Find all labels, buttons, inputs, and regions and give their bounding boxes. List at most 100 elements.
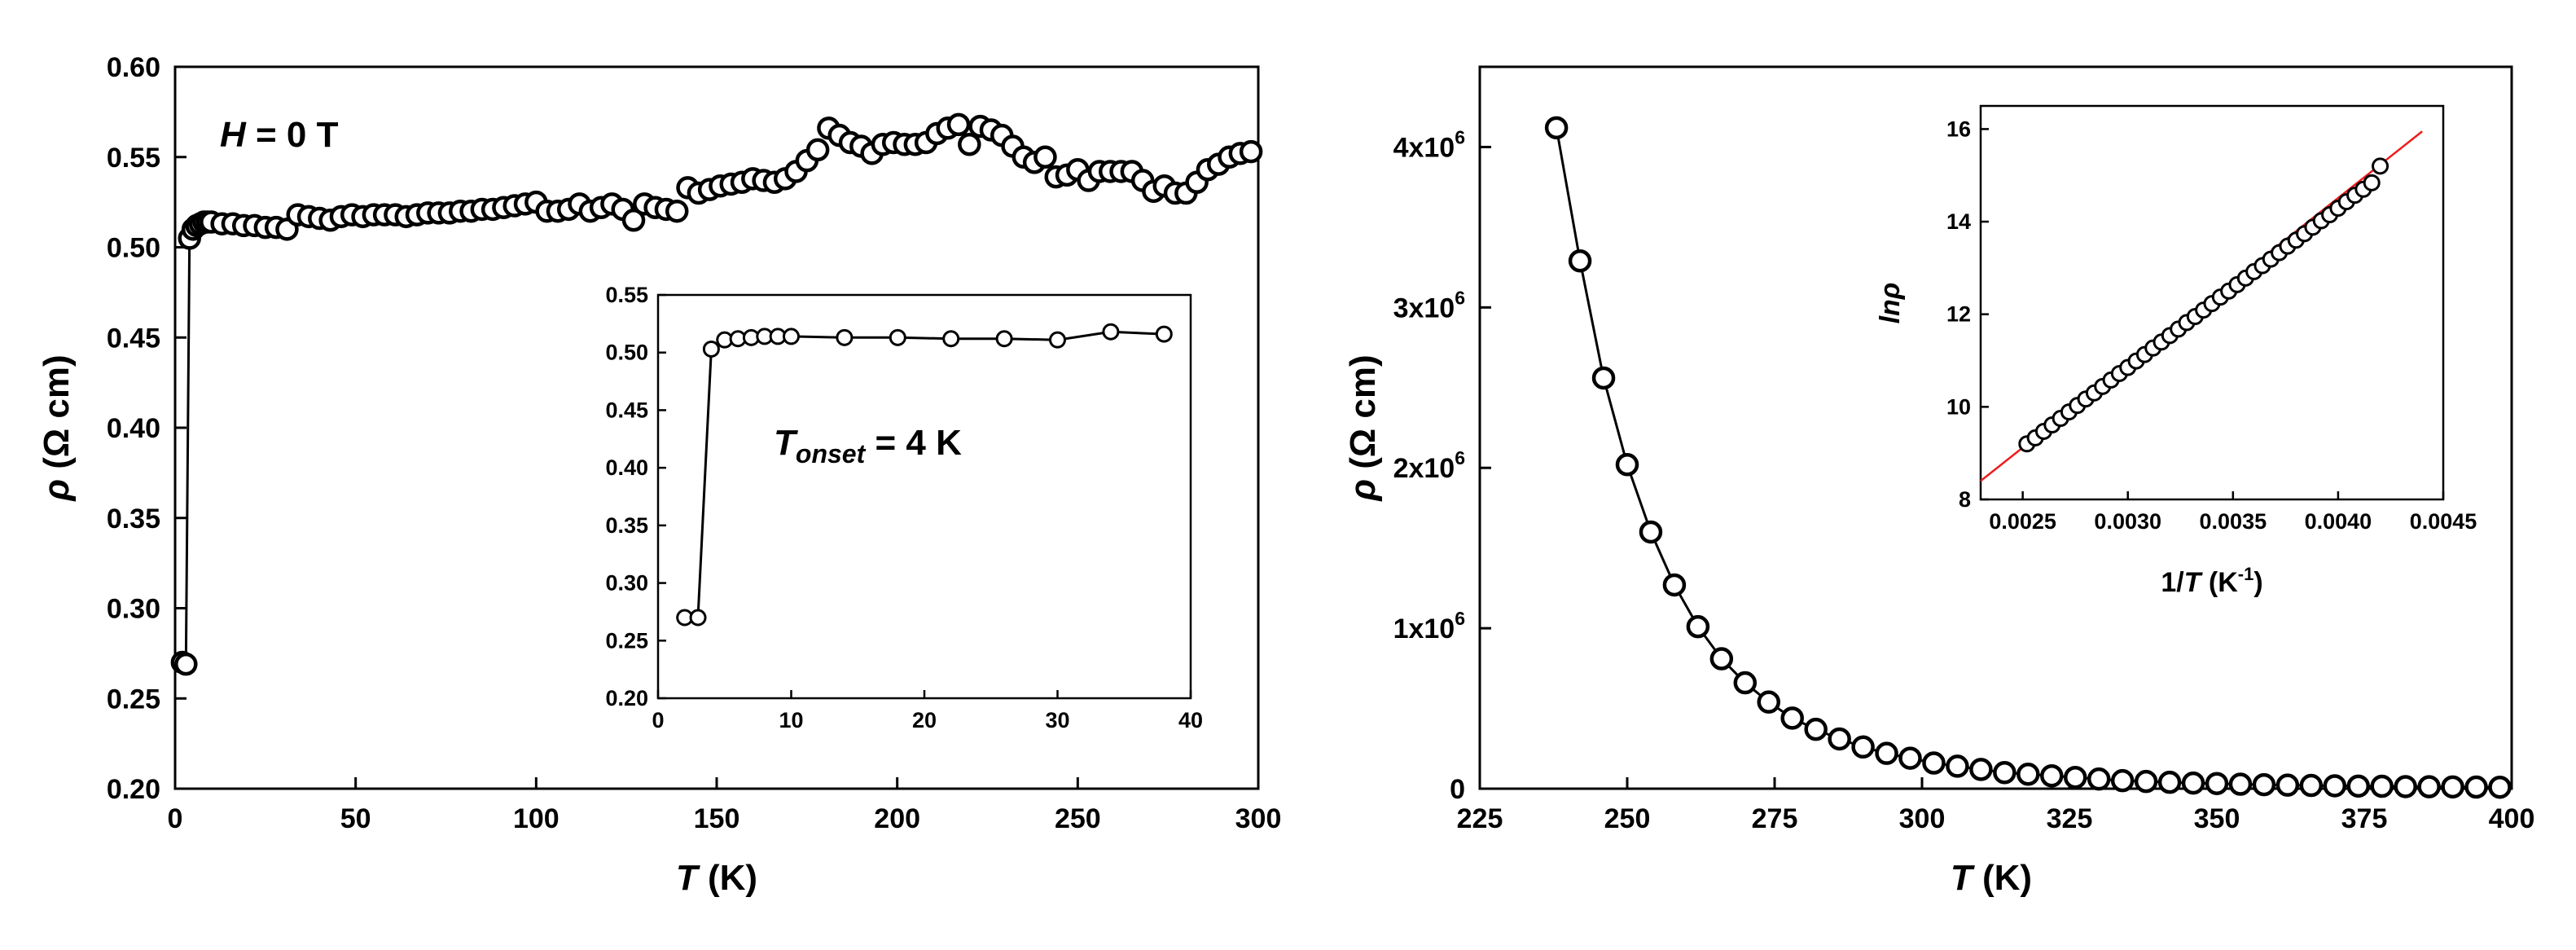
y-tick-label: 0.35 <box>107 504 160 534</box>
data-point <box>1804 717 1828 741</box>
y-tick-label: 0.40 <box>107 413 160 444</box>
y-tick-label: 0.20 <box>107 774 160 805</box>
field-annotation: H = 0 T <box>220 115 339 155</box>
data-point <box>1568 248 1592 273</box>
data-point <box>2488 775 2512 799</box>
x-tick-label: 325 <box>2047 803 2093 834</box>
data-point <box>2275 773 2300 797</box>
y-tick-label: 10 <box>1946 394 1971 419</box>
data-point <box>2134 769 2158 794</box>
right-y-axis-label: ρ (Ω cm) <box>1343 354 1383 502</box>
data-point <box>1686 614 1710 639</box>
data-point <box>2441 775 2464 799</box>
y-tick-label: 16 <box>1946 117 1971 141</box>
y-tick-label: 0.25 <box>107 684 160 715</box>
data-point <box>1780 706 1804 730</box>
data-point <box>1922 751 1946 775</box>
right-inset-frame <box>1979 104 2445 501</box>
data-point <box>1969 758 1993 781</box>
data-point <box>1591 366 1616 390</box>
data-point <box>1993 761 2016 785</box>
data-point <box>1851 735 1875 759</box>
x-tick-label: 20 <box>912 708 937 732</box>
left-inset-background <box>568 279 1203 739</box>
data-point <box>689 609 707 627</box>
y-tick-label: 2x106 <box>1393 447 1465 484</box>
data-point <box>1615 453 1639 477</box>
y-tick-label: 0.45 <box>107 323 160 354</box>
data-point <box>836 328 854 346</box>
data-point <box>1662 573 1687 597</box>
onset-annotation: Tonset = 4 K <box>774 423 962 468</box>
x-tick-label: 0.0030 <box>2094 509 2161 534</box>
y-tick-label: 4x106 <box>1393 126 1465 163</box>
data-point <box>2346 774 2371 798</box>
y-tick-label: 14 <box>1946 209 1971 234</box>
data-point <box>1875 741 1898 765</box>
data-point <box>2299 773 2324 798</box>
left-y-axis-label: ρ (Ω cm) <box>37 354 77 502</box>
y-tick-label: 0.35 <box>605 513 648 538</box>
x-tick-label: 50 <box>340 803 371 834</box>
data-point <box>1639 520 1663 544</box>
y-tick-label: 0.50 <box>605 341 648 365</box>
data-point <box>2110 768 2135 793</box>
data-point <box>2372 157 2389 175</box>
data-point <box>2252 772 2276 797</box>
x-tick-label: 250 <box>1604 803 1651 834</box>
x-tick-label: 225 <box>1457 803 1503 834</box>
x-tick-label: 150 <box>694 803 740 834</box>
data-point <box>2181 771 2205 795</box>
y-tick-label: 0.55 <box>605 283 648 307</box>
y-tick-label: 0.50 <box>107 233 160 264</box>
data-point <box>1544 116 1569 140</box>
x-tick-label: 400 <box>2489 803 2535 834</box>
data-point <box>2370 774 2394 798</box>
x-tick-label: 40 <box>1178 708 1203 732</box>
data-point <box>1828 727 1851 751</box>
data-point <box>2394 775 2417 798</box>
data-point <box>783 328 800 345</box>
x-tick-label: 300 <box>1235 803 1282 834</box>
y-tick-label: 0.40 <box>605 455 648 480</box>
y-tick-label: 0.45 <box>605 398 648 422</box>
data-point <box>2228 772 2253 796</box>
x-tick-label: 375 <box>2341 803 2388 834</box>
data-point <box>2063 765 2087 789</box>
data-point <box>1033 145 1057 169</box>
data-point <box>2040 763 2064 788</box>
data-point <box>174 652 198 676</box>
data-point <box>805 138 830 162</box>
x-tick-label: 0 <box>168 803 183 834</box>
data-point <box>2016 763 2040 786</box>
x-tick-label: 30 <box>1045 708 1069 732</box>
right-inset-y-axis-label: lnρ <box>1875 283 1906 324</box>
data-point <box>2087 767 2111 791</box>
y-tick-label: 0.20 <box>605 686 648 710</box>
x-tick-label: 350 <box>2194 803 2240 834</box>
data-point <box>665 199 689 223</box>
data-point <box>1155 325 1173 343</box>
right-x-axis-label: T (K) <box>1951 858 2032 898</box>
x-tick-label: 275 <box>1752 803 1798 834</box>
x-tick-label: 0 <box>652 708 664 732</box>
x-tick-label: 250 <box>1055 803 1101 834</box>
x-tick-label: 300 <box>1899 803 1946 834</box>
data-point <box>1102 323 1120 341</box>
x-tick-label: 200 <box>874 803 920 834</box>
data-point <box>2363 174 2381 191</box>
x-tick-label: 0.0025 <box>1989 509 2056 534</box>
y-tick-label: 0 <box>1450 774 1465 805</box>
data-point <box>1709 647 1734 671</box>
y-tick-label: 0.30 <box>107 594 160 625</box>
y-tick-label: 0.55 <box>107 143 160 174</box>
y-tick-label: 1x106 <box>1393 608 1465 644</box>
data-point <box>958 132 981 156</box>
y-tick-label: 0.30 <box>605 571 648 596</box>
transition-line <box>182 224 198 666</box>
x-tick-label: 0.0035 <box>2200 509 2267 534</box>
data-point <box>702 340 720 358</box>
data-point <box>2205 772 2229 795</box>
data-point <box>995 330 1013 348</box>
